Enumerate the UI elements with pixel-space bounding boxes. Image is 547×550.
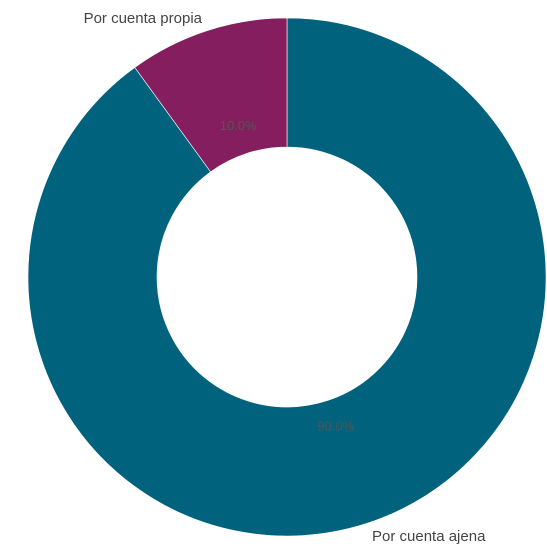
slice-value-label: 10.0% [220, 118, 257, 133]
donut-slice-2 [134, 17, 288, 173]
slice-category-label: Por cuenta propia [84, 10, 203, 27]
donut-labels: 90.0% Por cuenta ajena 10.0% Por cuenta pro… [84, 10, 486, 545]
donut-slices [27, 17, 547, 537]
donut-slice-1 [27, 17, 547, 537]
slice-category-label: Por cuenta ajena [372, 528, 486, 545]
slice-value-label: 90.0% [317, 419, 354, 434]
